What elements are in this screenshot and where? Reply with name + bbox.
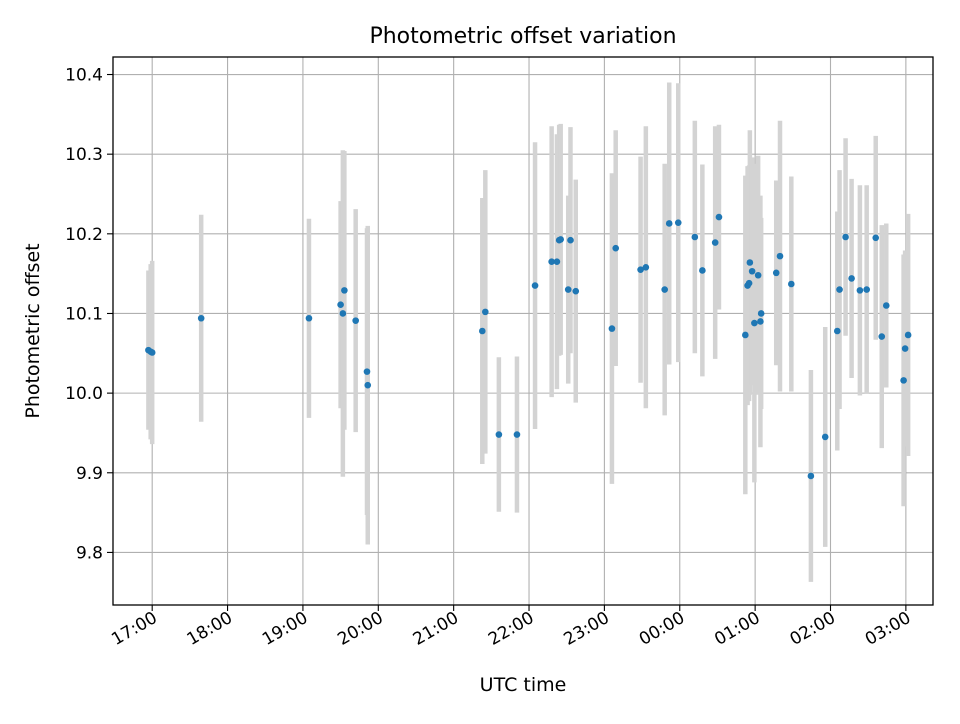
y-axis-ticks: 9.8 9.9 10.0 10.1 10.2 10.3 10.4 bbox=[65, 66, 113, 563]
y-tick-label: 9.8 bbox=[76, 543, 103, 563]
data-point bbox=[513, 431, 521, 438]
data-point bbox=[364, 381, 372, 389]
data-point bbox=[863, 286, 870, 293]
x-axis-label: UTC time bbox=[480, 674, 567, 696]
data-point bbox=[553, 258, 561, 266]
y-tick-label: 10.2 bbox=[65, 225, 103, 245]
data-point bbox=[608, 325, 616, 332]
data-point bbox=[746, 259, 754, 266]
y-tick-label: 10.4 bbox=[65, 66, 103, 86]
data-point bbox=[479, 327, 486, 335]
data-point bbox=[339, 310, 347, 317]
data-point bbox=[904, 331, 912, 339]
data-point bbox=[352, 317, 359, 324]
y-axis-label: Photometric offset bbox=[22, 243, 44, 418]
data-point bbox=[751, 319, 758, 327]
plot-frame bbox=[112, 56, 934, 606]
data-point bbox=[901, 345, 909, 352]
data-point bbox=[878, 333, 886, 340]
data-point bbox=[757, 318, 764, 325]
data-point bbox=[557, 236, 564, 243]
data-point bbox=[856, 287, 864, 294]
data-point bbox=[754, 271, 762, 279]
data-point bbox=[699, 267, 706, 274]
data-point bbox=[691, 233, 699, 241]
data-point bbox=[341, 287, 348, 294]
data-point bbox=[637, 266, 644, 273]
data-point bbox=[776, 252, 784, 260]
data-point bbox=[661, 286, 668, 293]
y-tick-label: 10.0 bbox=[65, 384, 103, 404]
data-point bbox=[748, 267, 756, 275]
data-point bbox=[757, 310, 765, 317]
data-point bbox=[642, 263, 650, 271]
data-point bbox=[742, 331, 749, 339]
data-point bbox=[882, 302, 890, 309]
data-point bbox=[821, 433, 829, 441]
data-point bbox=[833, 327, 841, 335]
y-tick-label: 10.3 bbox=[65, 145, 103, 165]
data-point bbox=[495, 431, 503, 438]
data-points bbox=[145, 213, 912, 480]
y-tick-label: 9.9 bbox=[76, 464, 103, 484]
data-point bbox=[836, 286, 843, 293]
data-point bbox=[148, 349, 156, 356]
data-point bbox=[674, 219, 682, 226]
data-point bbox=[531, 282, 539, 289]
y-tick-label: 10.1 bbox=[65, 304, 103, 324]
data-point bbox=[548, 258, 555, 266]
data-point bbox=[567, 236, 574, 244]
data-point bbox=[665, 220, 673, 227]
data-point bbox=[872, 234, 880, 242]
data-point bbox=[572, 287, 580, 295]
data-point bbox=[363, 368, 371, 375]
data-point bbox=[197, 314, 205, 322]
data-point bbox=[305, 314, 313, 322]
data-point bbox=[745, 279, 753, 287]
chart-title: Photometric offset variation bbox=[369, 24, 676, 49]
data-point bbox=[564, 286, 572, 293]
data-point bbox=[900, 377, 907, 384]
data-point bbox=[337, 301, 344, 309]
data-point bbox=[711, 239, 719, 246]
data-point bbox=[715, 213, 723, 221]
data-point bbox=[807, 472, 815, 480]
data-point bbox=[788, 280, 795, 288]
data-point bbox=[482, 308, 489, 316]
data-point bbox=[772, 269, 780, 277]
data-point bbox=[848, 275, 855, 282]
data-point bbox=[842, 233, 849, 241]
data-point bbox=[612, 244, 620, 252]
